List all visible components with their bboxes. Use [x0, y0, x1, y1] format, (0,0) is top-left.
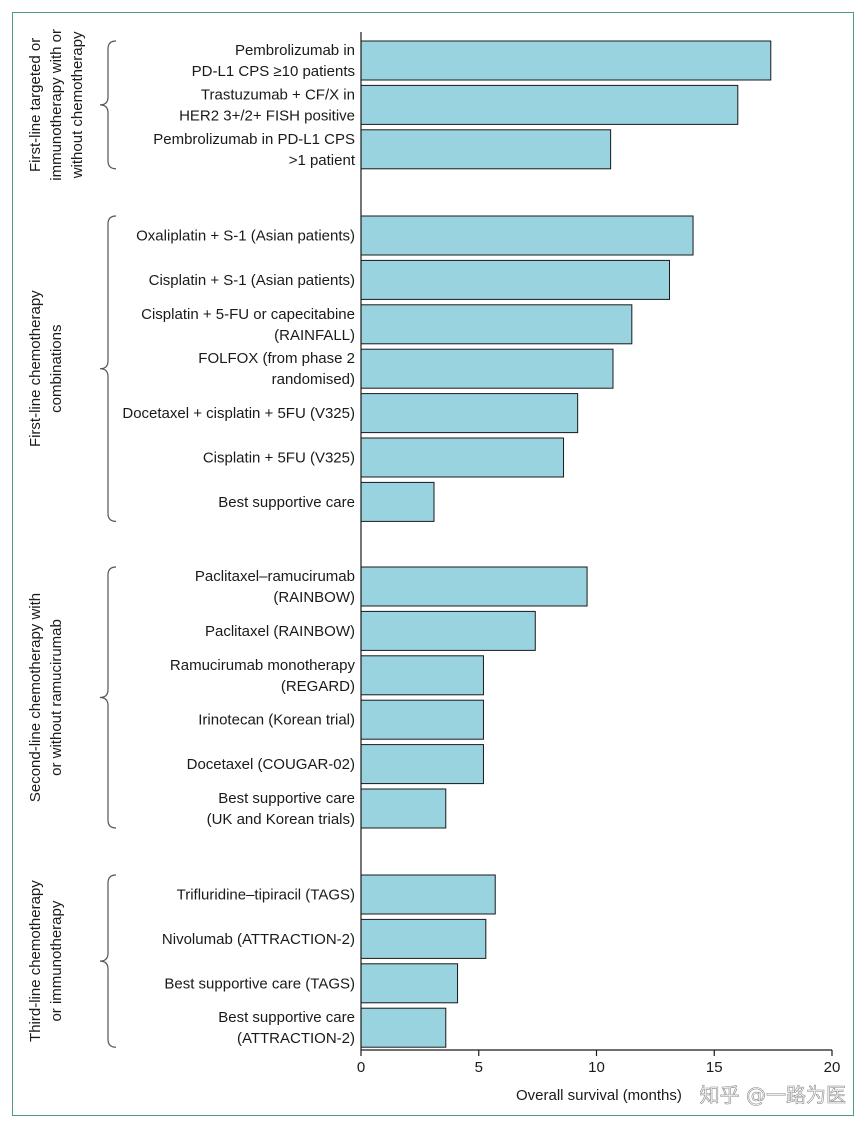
- bar-label-12: Ramucirumab monotherapy (REGARD): [170, 657, 356, 695]
- group-bracket-2: [99, 566, 117, 829]
- x-tick-label-2: 10: [588, 1059, 605, 1076]
- group-label-2: Second-line chemotherapy with or without …: [27, 593, 65, 802]
- bars-layer: [360, 40, 772, 1048]
- bar-7: [360, 393, 579, 434]
- group-bracket-3: [99, 874, 117, 1048]
- bar-9: [360, 481, 435, 522]
- bar-15: [360, 788, 447, 829]
- group-labels: First-line targeted or immunotherapy with…: [27, 29, 117, 1048]
- category-labels: Pembrolizumab in PD-L1 CPS ≥10 patients Tr…: [122, 42, 355, 1047]
- bar-label-8: Cisplatin + 5FU (V325): [203, 450, 355, 467]
- bar-5: [360, 304, 633, 345]
- bar-6: [360, 348, 614, 389]
- bar-label-19: Best supportive care (ATTRACTION-2): [218, 1009, 355, 1047]
- bar-4: [360, 259, 671, 300]
- group-label-1: First-line chemotherapy combinations: [27, 290, 65, 447]
- bar-label-0: Pembrolizumab in PD-L1 CPS ≥10 patients: [192, 42, 355, 80]
- bar-label-14: Docetaxel (COUGAR-02): [187, 756, 355, 773]
- bar-16: [360, 874, 496, 915]
- x-axis: Overall survival (months) 0 5 10 15 20: [357, 32, 841, 1104]
- group-bracket-1: [99, 215, 117, 522]
- bar-label-5: Cisplatin + 5-FU or capecitabine (RAINFAL…: [141, 306, 355, 344]
- bar-label-10: Paclitaxel–ramucirumab (RAINBOW): [195, 568, 355, 606]
- bar-label-2: Pembrolizumab in PD-L1 CPS >1 patient: [153, 131, 356, 169]
- bar-18: [360, 963, 459, 1004]
- bar-19: [360, 1007, 447, 1048]
- bar-label-11: Paclitaxel (RAINBOW): [205, 623, 355, 640]
- bar-17: [360, 918, 487, 959]
- x-tick-label-0: 0: [357, 1059, 365, 1076]
- bar-label-7: Docetaxel + cisplatin + 5FU (V325): [122, 405, 355, 422]
- group-bracket-0: [99, 40, 117, 170]
- bar-11: [360, 610, 536, 651]
- bar-label-3: Oxaliplatin + S-1 (Asian patients): [136, 228, 355, 245]
- figure-frame: [12, 12, 854, 1116]
- bar-3: [360, 215, 694, 256]
- bar-13: [360, 699, 484, 740]
- bar-label-9: Best supportive care: [218, 494, 355, 511]
- x-axis-title: Overall survival (months): [516, 1087, 682, 1104]
- bar-14: [360, 744, 484, 785]
- group-label-0: First-line targeted or immunotherapy with…: [27, 29, 86, 181]
- x-tick-label-4: 20: [824, 1059, 841, 1076]
- bar-label-6: FOLFOX (from phase 2 randomised): [198, 350, 355, 388]
- bar-label-17: Nivolumab (ATTRACTION-2): [162, 931, 355, 948]
- bar-label-16: Trifluridine–tipiracil (TAGS): [177, 887, 355, 904]
- group-label-3: Third-line chemotherapy or immunotherapy: [27, 880, 65, 1042]
- bar-8: [360, 437, 565, 478]
- bar-label-13: Irinotecan (Korean trial): [198, 712, 355, 729]
- watermark-text: 知乎 @一路为医: [700, 1083, 846, 1107]
- x-tick-label-1: 5: [475, 1059, 483, 1076]
- bar-12: [360, 655, 484, 696]
- bar-label-18: Best supportive care (TAGS): [164, 975, 355, 992]
- bar-label-15: Best supportive care (UK and Korean trial…: [207, 790, 355, 828]
- bar-label-1: Trastuzumab + CF/X in HER2 3+/2+ FISH pos…: [179, 86, 355, 124]
- bar-label-4: Cisplatin + S-1 (Asian patients): [149, 272, 355, 289]
- bar-0: [360, 40, 772, 81]
- bar-2: [360, 129, 612, 170]
- x-tick-label-3: 15: [706, 1059, 723, 1076]
- bar-10: [360, 566, 588, 607]
- bar-1: [360, 84, 739, 125]
